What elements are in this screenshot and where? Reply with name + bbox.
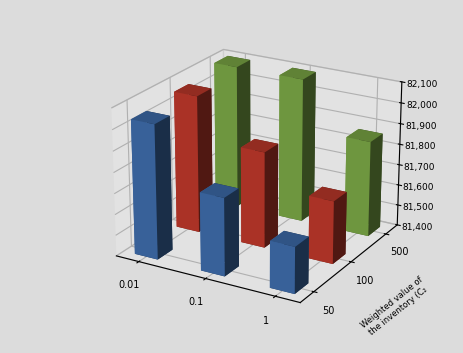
Y-axis label: Weighted value of
the inventory (C₂: Weighted value of the inventory (C₂ (359, 275, 430, 339)
